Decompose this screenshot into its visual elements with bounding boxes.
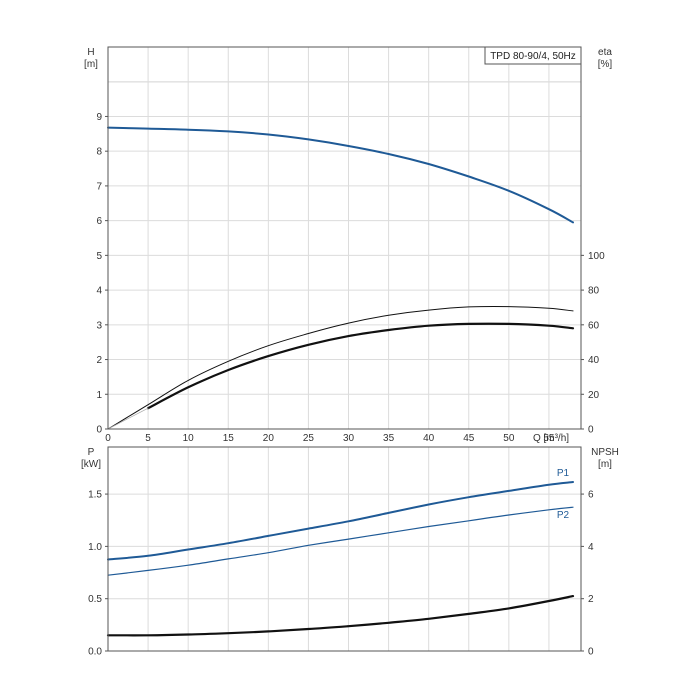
series-line-p1 [107, 481, 574, 561]
y-right-tick-label: 100 [588, 251, 605, 262]
x-tick-label: 45 [463, 433, 475, 444]
series-line [107, 305, 574, 430]
x-tick-label: 30 [343, 433, 355, 444]
y-left-tick-label: 9 [96, 112, 102, 123]
y-right-tick-label: 40 [588, 355, 600, 366]
frame-layer [105, 46, 584, 652]
x-axis-title: Q [m³/h] [533, 433, 569, 444]
x-tick-label: 25 [303, 433, 315, 444]
y-right-tick-label: 20 [588, 390, 600, 401]
y-right-tick-label: 0 [588, 647, 594, 658]
y-left-tick-label: 0.5 [88, 594, 102, 605]
y-left-axis-unit: [m] [84, 59, 98, 70]
legend-box [484, 46, 582, 65]
y-right-tick-label: 6 [588, 490, 594, 501]
y-left-axis-unit: [kW] [81, 459, 101, 470]
x-tick-label: 5 [145, 433, 151, 444]
y-right-axis-title: NPSH [591, 447, 619, 458]
y-left-tick-label: 0 [96, 425, 102, 436]
y-left-tick-label: 2 [96, 355, 102, 366]
y-right-axis-unit: [m] [598, 459, 612, 470]
y-left-tick-label: 0.0 [88, 647, 102, 658]
series-line [106, 595, 575, 637]
y-right-tick-label: 4 [588, 542, 594, 553]
legend-box-label: TPD 80-90/4, 50Hz [490, 51, 576, 62]
y-right-tick-label: 2 [588, 594, 594, 605]
x-tick-label: 40 [423, 433, 435, 444]
series-label-p1: P1 [557, 468, 570, 479]
series-label-p2: P2 [557, 510, 570, 521]
x-tick-label: 15 [223, 433, 235, 444]
y-left-tick-label: 6 [96, 216, 102, 227]
y-left-tick-label: 7 [96, 181, 102, 192]
y-left-tick-label: 4 [96, 286, 102, 297]
series-line [107, 126, 574, 224]
y-right-tick-label: 80 [588, 286, 600, 297]
y-left-axis-title: H [87, 47, 94, 58]
y-left-tick-label: 5 [96, 251, 102, 262]
x-tick-label: 10 [183, 433, 195, 444]
x-tick-label: 0 [105, 433, 111, 444]
y-left-tick-label: 3 [96, 320, 102, 331]
y-left-tick-label: 1.5 [88, 490, 102, 501]
series-line [147, 322, 575, 410]
y-left-tick-label: 1 [96, 390, 102, 401]
y-left-tick-label: 1.0 [88, 542, 102, 553]
x-tick-label: 50 [503, 433, 515, 444]
y-right-axis-unit: [%] [598, 59, 613, 70]
series-line [107, 407, 149, 430]
y-right-tick-label: 0 [588, 425, 594, 436]
plot-frame [107, 446, 582, 652]
x-tick-label: 55 [543, 433, 555, 444]
y-right-tick-label: 60 [588, 320, 600, 331]
x-tick-label: 20 [263, 433, 275, 444]
series-layer [106, 126, 575, 637]
x-tick-label: 35 [383, 433, 395, 444]
plot-frame [107, 46, 582, 430]
y-right-axis-title: eta [598, 47, 612, 58]
y-left-tick-label: 8 [96, 147, 102, 158]
y-left-axis-title: P [88, 447, 95, 458]
series-line-p2 [107, 506, 574, 576]
